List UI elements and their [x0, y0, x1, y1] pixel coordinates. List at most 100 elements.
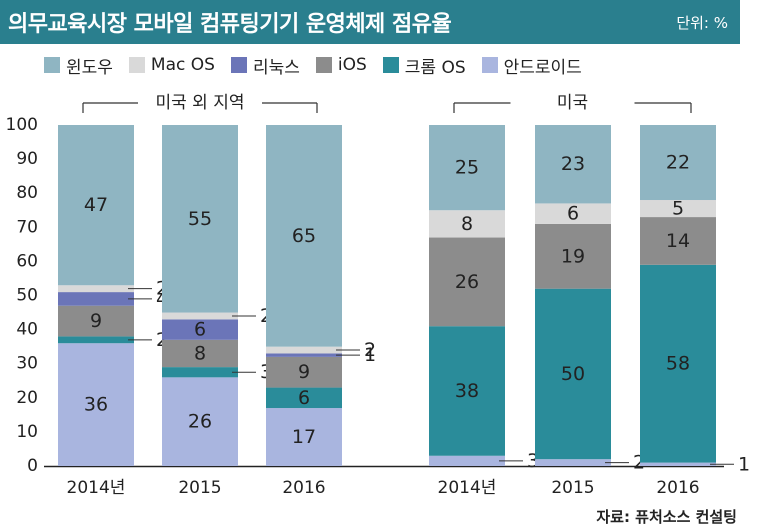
data-label: 14 — [666, 230, 690, 252]
data-label: 9 — [90, 310, 102, 332]
data-label: 8 — [461, 213, 473, 235]
bar-segment — [162, 312, 238, 320]
legend-swatch — [128, 57, 145, 73]
y-tick-label: 10 — [16, 422, 38, 442]
x-tick-label: 2015 — [178, 478, 221, 498]
data-label: 23 — [561, 153, 585, 175]
bar-segment — [266, 387, 342, 409]
y-tick-label: 30 — [16, 354, 38, 374]
bar-segment — [640, 217, 716, 265]
data-label: 6 — [567, 203, 579, 225]
data-label: 8 — [194, 342, 206, 364]
x-tick-label: 2015 — [551, 478, 594, 498]
bar-segment — [429, 210, 505, 238]
bar-segment — [640, 200, 716, 218]
y-tick-label: 60 — [16, 251, 38, 271]
legend-swatch — [382, 57, 399, 73]
legend-label: 리눅스 — [252, 57, 300, 78]
bar-segment — [58, 336, 134, 344]
chart-title: 의무교육시장 모바일 컴퓨팅기기 운영체제 점유율 — [8, 12, 452, 37]
bar-segment — [535, 459, 611, 466]
bar-segment — [162, 377, 238, 466]
bar-segment — [535, 288, 611, 460]
y-tick-label: 100 — [6, 115, 38, 135]
bar-segment — [640, 264, 716, 463]
data-label: 1 — [364, 344, 376, 366]
legend-label: 크롬 OS — [404, 57, 466, 78]
x-tick-label: 2014년 — [438, 478, 497, 498]
legend-label: 윈도우 — [66, 57, 113, 78]
data-label: 58 — [666, 353, 690, 375]
data-label: 25 — [455, 157, 479, 179]
data-label: 6 — [298, 387, 310, 409]
legend-swatch — [315, 57, 332, 73]
bar-segment — [58, 292, 134, 306]
data-label: 38 — [455, 380, 479, 402]
y-tick-label: 40 — [16, 320, 38, 340]
legend: 윈도우 Mac OS 리눅스 iOS 크롬 OS 안드로이드 — [44, 52, 598, 78]
x-tick-label: 2014년 — [67, 478, 126, 498]
group-label: 미국 — [557, 93, 588, 113]
data-label: 26 — [188, 411, 212, 433]
x-tick-label: 2016 — [656, 478, 699, 498]
bar-segment — [429, 326, 505, 456]
title-bar: 의무교육시장 모바일 컴퓨팅기기 운영체제 점유율 단위: % — [0, 0, 740, 44]
y-tick-label: 90 — [16, 149, 38, 169]
data-label: 55 — [188, 208, 212, 230]
legend-item: Mac OS — [128, 55, 215, 75]
data-label: 2 — [364, 339, 376, 361]
data-label: 26 — [455, 271, 479, 293]
data-label: 47 — [84, 194, 108, 216]
bar-segment — [429, 455, 505, 466]
group-label: 미국 외 지역 — [155, 93, 244, 113]
bar-segment — [640, 462, 716, 466]
bar-segment — [535, 125, 611, 204]
y-tick-label: 80 — [16, 183, 38, 203]
bar-segment — [162, 367, 238, 378]
bar-segment — [162, 125, 238, 313]
legend-item: 크롬 OS — [382, 53, 466, 78]
legend-item: 윈도우 — [44, 53, 113, 78]
y-tick-label: 0 — [27, 456, 38, 476]
bar-segment — [162, 339, 238, 368]
bar-segment — [266, 356, 342, 388]
data-label: 65 — [292, 225, 316, 247]
data-label: 36 — [84, 394, 108, 416]
bar-segment — [58, 305, 134, 337]
bar-segment — [535, 223, 611, 289]
data-label: 50 — [561, 363, 585, 385]
bar-segment — [535, 203, 611, 224]
legend-item: iOS — [315, 55, 367, 75]
bar-segment — [266, 353, 342, 357]
bar-segment — [58, 125, 134, 286]
legend-label: 안드로이드 — [503, 57, 582, 78]
unit-label: 단위: % — [676, 14, 728, 32]
data-label: 9 — [298, 361, 310, 383]
data-label: 17 — [292, 426, 316, 448]
legend-item: 안드로이드 — [481, 53, 582, 78]
bar-segment — [266, 408, 342, 466]
bar-segment — [58, 343, 134, 466]
y-tick-label: 70 — [16, 217, 38, 237]
y-tick-label: 50 — [16, 286, 38, 306]
y-tick-label: 20 — [16, 388, 38, 408]
legend-item: 리눅스 — [230, 53, 300, 78]
data-label: 5 — [672, 198, 684, 220]
legend-label: Mac OS — [150, 55, 215, 75]
bar-segment — [429, 125, 505, 211]
legend-label: iOS — [337, 55, 367, 75]
bar-segment — [266, 125, 342, 347]
bar-segment — [266, 346, 342, 354]
data-label: 22 — [666, 152, 690, 174]
legend-swatch — [481, 57, 498, 73]
data-label: 6 — [194, 319, 206, 341]
bar-segment — [429, 237, 505, 327]
bar-segment — [58, 285, 134, 293]
bar-segment — [640, 125, 716, 201]
legend-swatch — [230, 57, 247, 73]
legend-swatch — [44, 57, 60, 73]
bar-segment — [162, 319, 238, 340]
source-note: 자료: 퓨처소스 컨설팅 — [596, 508, 737, 526]
x-tick-label: 2016 — [282, 478, 325, 498]
